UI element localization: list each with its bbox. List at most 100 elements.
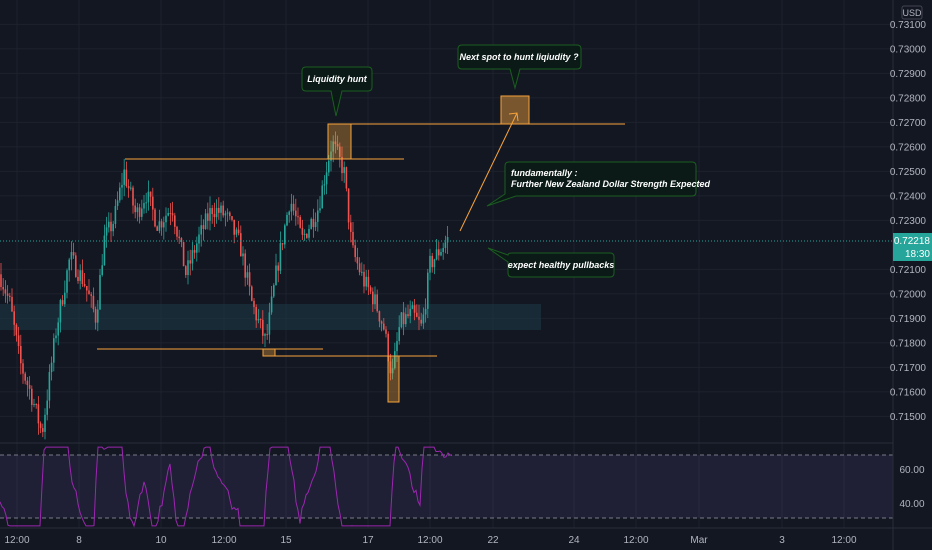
candle-body (33, 403, 35, 405)
candle-body (50, 362, 53, 373)
candle-body (365, 276, 367, 287)
candle-body (165, 215, 167, 223)
candle-body (444, 242, 447, 249)
callout-next-spot[interactable]: Next spot to hunt liqiudity ? (457, 44, 582, 90)
price-tick-label: 0.72800 (890, 93, 927, 104)
candle-body (141, 208, 143, 217)
time-tick-label: Mar (690, 535, 708, 546)
candle-body (213, 213, 216, 218)
candle-body (347, 188, 350, 223)
candle-body (42, 428, 44, 432)
candle-body (215, 207, 218, 218)
candle-body (240, 233, 242, 257)
candle-body (361, 271, 363, 273)
candle-body (70, 252, 73, 260)
candle-body (81, 270, 84, 284)
candle-body (202, 225, 205, 229)
candle-body (396, 341, 398, 352)
current-price-countdown: 18:30 (905, 249, 930, 260)
candle-body (220, 205, 222, 213)
candle-body (358, 263, 361, 273)
candle-body (169, 213, 172, 215)
candle-body (31, 388, 33, 405)
candle-body (2, 287, 4, 290)
candle-body (253, 300, 255, 308)
time-tick-label: 22 (487, 535, 499, 546)
candle-body (66, 270, 68, 293)
candle-body (352, 231, 354, 246)
candle-body (376, 294, 378, 312)
candle-body (198, 234, 200, 244)
callout-liquidity-hunt[interactable]: Liquidity hunt (301, 66, 373, 117)
candle-body (15, 324, 18, 336)
candle-body (286, 214, 288, 226)
candle-body (114, 205, 117, 224)
current-price-tag (893, 233, 932, 261)
liquidity-hunt-box[interactable] (327, 123, 352, 160)
candle-body (101, 265, 103, 276)
candle-body (427, 272, 429, 309)
current-price-value: 0.72218 (894, 236, 931, 247)
candle-body (383, 323, 385, 330)
candle-body (132, 187, 134, 206)
candle-body (435, 249, 438, 260)
candle-body (405, 314, 407, 325)
candle-body (55, 335, 57, 339)
candle-body (130, 187, 132, 189)
candle-body (189, 260, 191, 264)
candle-body (372, 291, 374, 305)
price-tick-label: 0.73000 (890, 44, 927, 55)
candle-body (418, 316, 420, 320)
candle-body (61, 300, 64, 305)
time-tick-label: 12:00 (417, 535, 442, 546)
candle-body (112, 223, 114, 232)
candle-body (123, 169, 125, 185)
candle-body (292, 203, 295, 211)
currency-label: USD (902, 8, 922, 18)
demand-zone (0, 304, 541, 330)
candle-body (314, 221, 317, 228)
candle-body (306, 233, 308, 238)
callout-fundamentally[interactable]: fundamentally : Further New Zealand Doll… (486, 161, 711, 207)
candle-body (119, 187, 121, 201)
candle-body (57, 322, 59, 336)
candle-body (4, 289, 7, 294)
currency-badge[interactable] (901, 5, 923, 20)
candle-body (154, 209, 156, 227)
callout-fundamentally-line1: fundamentally : (511, 168, 578, 178)
candle-body (402, 312, 405, 325)
candle-body (79, 270, 81, 281)
time-tick-label: 8 (76, 535, 82, 546)
candle-body (22, 363, 24, 374)
low-sweep-box[interactable] (262, 348, 276, 357)
candle-body (299, 217, 301, 228)
candle-body (9, 295, 11, 297)
candle-body (176, 226, 178, 237)
candle-body (336, 144, 339, 147)
time-axis[interactable]: 12:00 8 10 12:00 15 17 12:00 22 24 12:00 Mar 3 12:00 (4, 535, 856, 546)
candle-body (13, 311, 15, 325)
time-tick-label: 12:00 (211, 535, 236, 546)
candle-body (97, 309, 99, 323)
candle-body (310, 218, 312, 229)
liquidity-sweep-box[interactable] (387, 355, 400, 403)
candle-body (288, 211, 290, 215)
candle-body (389, 361, 392, 374)
rsi-line (0, 446, 453, 528)
candle-body (262, 319, 264, 336)
candle-body (158, 221, 161, 231)
time-tick-label: 12:00 (4, 535, 29, 546)
price-axis[interactable] (893, 0, 932, 550)
candle-body (231, 216, 233, 220)
projection-arrow[interactable] (459, 112, 518, 232)
time-tick-label: 3 (779, 535, 785, 546)
target-box[interactable] (500, 95, 530, 125)
candle-body (24, 373, 26, 381)
candle-body (207, 213, 209, 221)
candle-body (295, 210, 297, 217)
candle-body (110, 221, 112, 232)
callout-pullbacks[interactable]: expect healthy pullbacks (487, 247, 615, 278)
price-tick-label: 0.72000 (890, 289, 927, 300)
candles (0, 131, 449, 440)
